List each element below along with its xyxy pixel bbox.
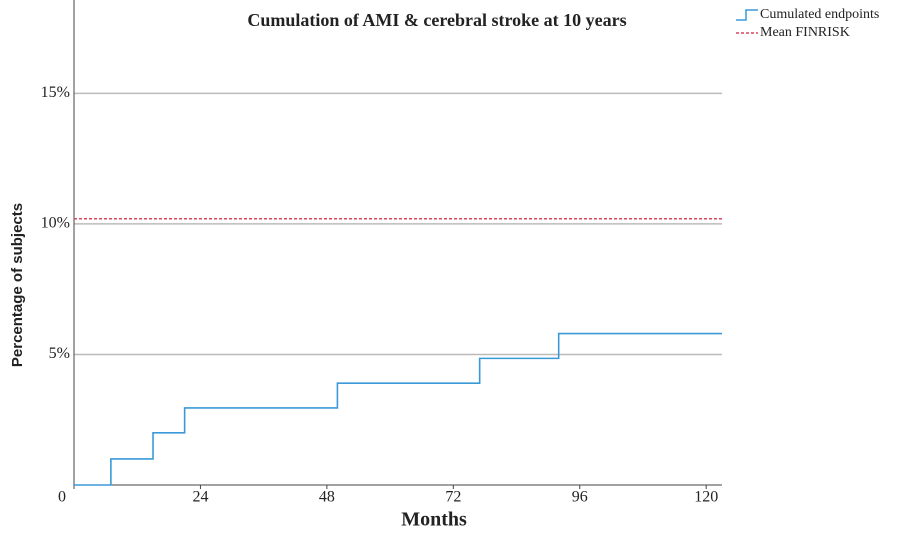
chart-title: Cumulation of AMI & cerebral stroke at 1…	[247, 10, 626, 30]
x-tick-label: 120	[694, 489, 718, 506]
y-axis-label: Percentage of subjects	[9, 203, 26, 367]
x-axis-label: Months	[401, 509, 467, 531]
y-tick-label: 10%	[41, 215, 70, 232]
x-tick-label: 48	[319, 489, 335, 506]
y-tick-label: 5%	[49, 345, 70, 362]
legend-swatch	[736, 9, 758, 21]
x-tick-label: 72	[445, 489, 461, 506]
legend-label: Cumulated endpoints	[760, 7, 879, 22]
step-line	[74, 332, 722, 486]
legend-label: Mean FINRISK	[760, 25, 850, 40]
y-tick-label: 15%	[41, 84, 70, 101]
x-tick-label: 96	[572, 489, 588, 506]
x-tick-label: 24	[192, 489, 208, 506]
x-tick-label: 0	[58, 489, 66, 506]
